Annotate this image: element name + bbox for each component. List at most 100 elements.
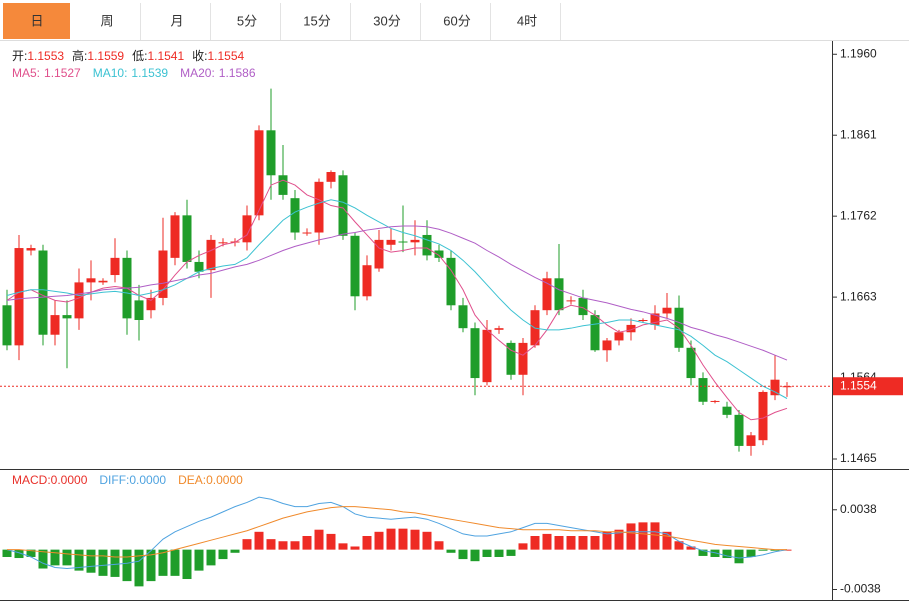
y-tick-label: 1.1861: [840, 127, 877, 141]
tab[interactable]: 日: [30, 13, 43, 28]
macd-bar: [194, 549, 204, 571]
candle-body: [482, 329, 492, 383]
tab[interactable]: 30分: [373, 13, 400, 28]
candle-body: [374, 239, 384, 269]
macd-bar: [110, 549, 120, 577]
tab[interactable]: 15分: [303, 13, 330, 28]
legend-text: MACD:: [12, 473, 51, 487]
legend-text: MA10:: [93, 66, 128, 80]
candle-body: [74, 282, 84, 319]
y-tick-label: 1.1465: [840, 451, 877, 465]
candle-body: [338, 175, 348, 236]
macd-bar: [434, 541, 444, 550]
macd-bar: [158, 549, 168, 576]
legend-text: 1.1553: [27, 49, 64, 63]
candle-body: [506, 342, 516, 375]
candle-body: [362, 265, 372, 297]
tab[interactable]: 5分: [237, 13, 257, 28]
y-tick-label: 1.1663: [840, 289, 877, 303]
macd-bar: [362, 536, 372, 550]
macd-bar: [746, 549, 756, 557]
macd-bar: [626, 523, 636, 550]
legend-text: MA5:: [12, 66, 40, 80]
candle-body: [242, 215, 252, 243]
macd-bar: [386, 528, 396, 550]
macd-bar: [122, 549, 132, 582]
candle-body: [206, 239, 216, 271]
candle-body: [518, 342, 528, 375]
macd-bar: [86, 549, 96, 573]
candle-body: [710, 400, 720, 402]
last-price-label: 1.1554: [840, 378, 877, 392]
macd-bar: [614, 529, 624, 550]
macd-bar: [62, 549, 72, 566]
legend-text: 0.0000: [51, 473, 88, 487]
candle-body: [590, 315, 600, 351]
candle-body: [62, 315, 72, 319]
macd-bar: [242, 539, 252, 550]
macd-bar: [278, 541, 288, 550]
candle-body: [698, 378, 708, 402]
macd-bar: [182, 549, 192, 580]
macd-bar: [410, 529, 420, 550]
macd-bar: [578, 536, 588, 550]
macd-bar: [446, 549, 456, 553]
macd-bar: [290, 541, 300, 550]
candle-body: [38, 250, 48, 335]
candle-body: [326, 172, 336, 182]
candle-body: [446, 257, 456, 306]
macd-bar: [542, 533, 552, 550]
macd-bar: [230, 549, 240, 553]
macd-bar: [590, 536, 600, 550]
legend-text: 0.0000: [129, 473, 166, 487]
macd-bar: [170, 549, 180, 576]
legend-text: DEA:: [178, 473, 206, 487]
candle-body: [50, 315, 60, 335]
last-price-box: [833, 377, 903, 396]
macd-bar: [770, 549, 780, 551]
y-tick-label: -0.0038: [840, 582, 881, 596]
macd-bar: [302, 536, 312, 550]
macd-bar: [98, 549, 108, 576]
candle-body: [314, 181, 324, 233]
macd-bar: [206, 549, 216, 566]
candle-body: [2, 305, 12, 346]
macd-bar: [374, 531, 384, 550]
candle-body: [182, 215, 192, 262]
candle-body: [734, 414, 744, 446]
y-tick-label: 1.1960: [840, 46, 877, 60]
tab[interactable]: 60分: [443, 13, 470, 28]
macd-bar: [506, 549, 516, 556]
macd-bar: [674, 541, 684, 550]
candle-body: [170, 215, 180, 258]
candle-body: [422, 234, 432, 256]
candle-body: [350, 235, 360, 297]
legend-text: 1.1541: [147, 49, 184, 63]
macd-bar: [758, 549, 768, 551]
candle-body: [770, 379, 780, 396]
candle-body: [686, 347, 696, 379]
legend-text: 1.1559: [87, 49, 124, 63]
candle-body: [542, 278, 552, 311]
candle-body: [494, 328, 504, 330]
ma-line: [6, 179, 788, 421]
candle-body: [302, 232, 312, 234]
tab[interactable]: 月: [170, 13, 183, 28]
macd-bar: [638, 522, 648, 550]
candle-body: [458, 305, 468, 329]
macd-bar: [26, 549, 36, 557]
macd-bar: [722, 549, 732, 559]
candle-body: [638, 320, 648, 322]
candle-body: [386, 239, 396, 245]
macd-bar: [50, 549, 60, 566]
ma-line: [6, 199, 788, 399]
candle-body: [578, 297, 588, 316]
tab[interactable]: 周: [100, 13, 113, 28]
candle-body: [566, 300, 576, 302]
candle-body: [410, 239, 420, 243]
macd-bar: [146, 549, 156, 582]
tab[interactable]: 4时: [517, 13, 537, 28]
macd-bar: [398, 528, 408, 550]
macd-bar: [326, 533, 336, 550]
